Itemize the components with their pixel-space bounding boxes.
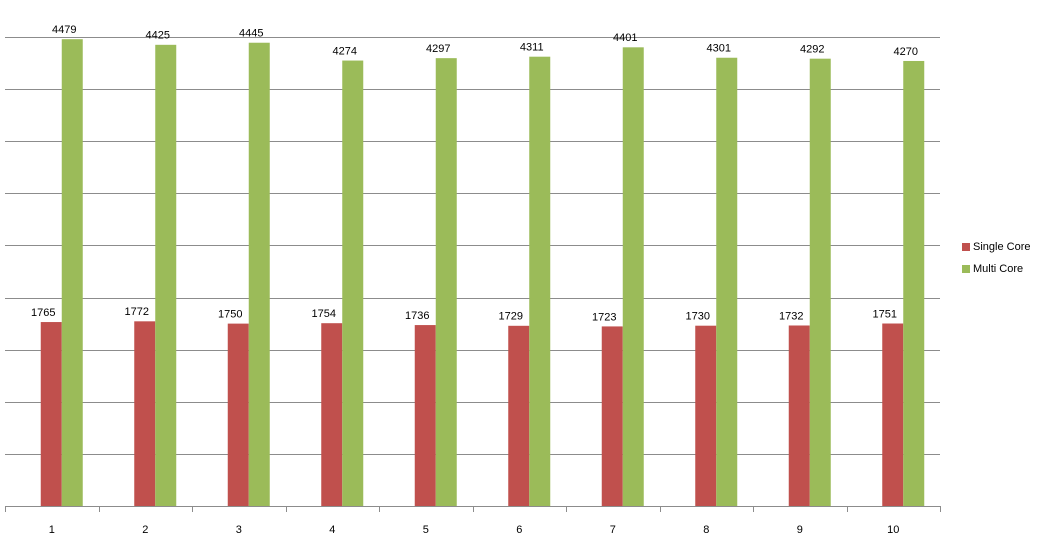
bar	[508, 325, 530, 506]
legend-label: Multi Core	[973, 263, 1023, 275]
bar	[435, 58, 457, 507]
value-label: 4270	[894, 46, 918, 58]
value-label: 1729	[499, 311, 523, 323]
x-tick-label: 7	[610, 524, 616, 536]
bar	[248, 42, 270, 506]
x-tick-label: 6	[516, 524, 522, 536]
value-label: 4301	[707, 43, 731, 55]
value-label: 1751	[873, 308, 897, 320]
bar	[601, 326, 623, 506]
bar	[321, 323, 343, 506]
x-tick-label: 2	[142, 524, 148, 536]
bar	[716, 57, 738, 506]
bar	[227, 323, 249, 506]
bar	[342, 60, 364, 506]
value-label: 1772	[125, 306, 149, 318]
bar	[61, 39, 83, 507]
value-label: 4425	[146, 30, 170, 42]
x-tick-label: 8	[703, 524, 709, 536]
legend-swatch	[962, 243, 970, 251]
bar	[134, 321, 156, 506]
value-label: 4274	[333, 45, 357, 57]
value-label: 4297	[426, 43, 450, 55]
value-label: 4311	[520, 42, 544, 54]
value-label: 4401	[613, 32, 637, 44]
x-tick-label: 4	[329, 524, 335, 536]
x-tick-label: 10	[887, 524, 899, 536]
bar	[788, 325, 810, 506]
x-tick-label: 5	[423, 524, 429, 536]
legend-label: Single Core	[973, 241, 1030, 253]
bar	[695, 325, 717, 506]
bar	[40, 322, 62, 506]
x-tick-label: 1	[49, 524, 55, 536]
x-tick-label: 3	[236, 524, 242, 536]
value-label: 4445	[239, 28, 263, 40]
value-label: 1750	[218, 309, 242, 321]
bar	[414, 325, 436, 506]
bar	[903, 60, 925, 507]
value-label: 1765	[31, 307, 55, 319]
value-label: 1732	[779, 310, 803, 322]
x-tick-label: 9	[797, 524, 803, 536]
bar	[155, 44, 177, 507]
value-label: 4479	[52, 24, 76, 36]
bar	[809, 58, 831, 506]
value-label: 1723	[592, 311, 616, 323]
bar	[529, 56, 551, 507]
value-label: 4292	[800, 44, 824, 56]
bar	[622, 47, 644, 507]
value-label: 1730	[686, 311, 710, 323]
legend-swatch	[962, 265, 970, 273]
value-label: 1736	[405, 310, 429, 322]
value-label: 1754	[312, 308, 336, 320]
bar	[882, 323, 904, 506]
